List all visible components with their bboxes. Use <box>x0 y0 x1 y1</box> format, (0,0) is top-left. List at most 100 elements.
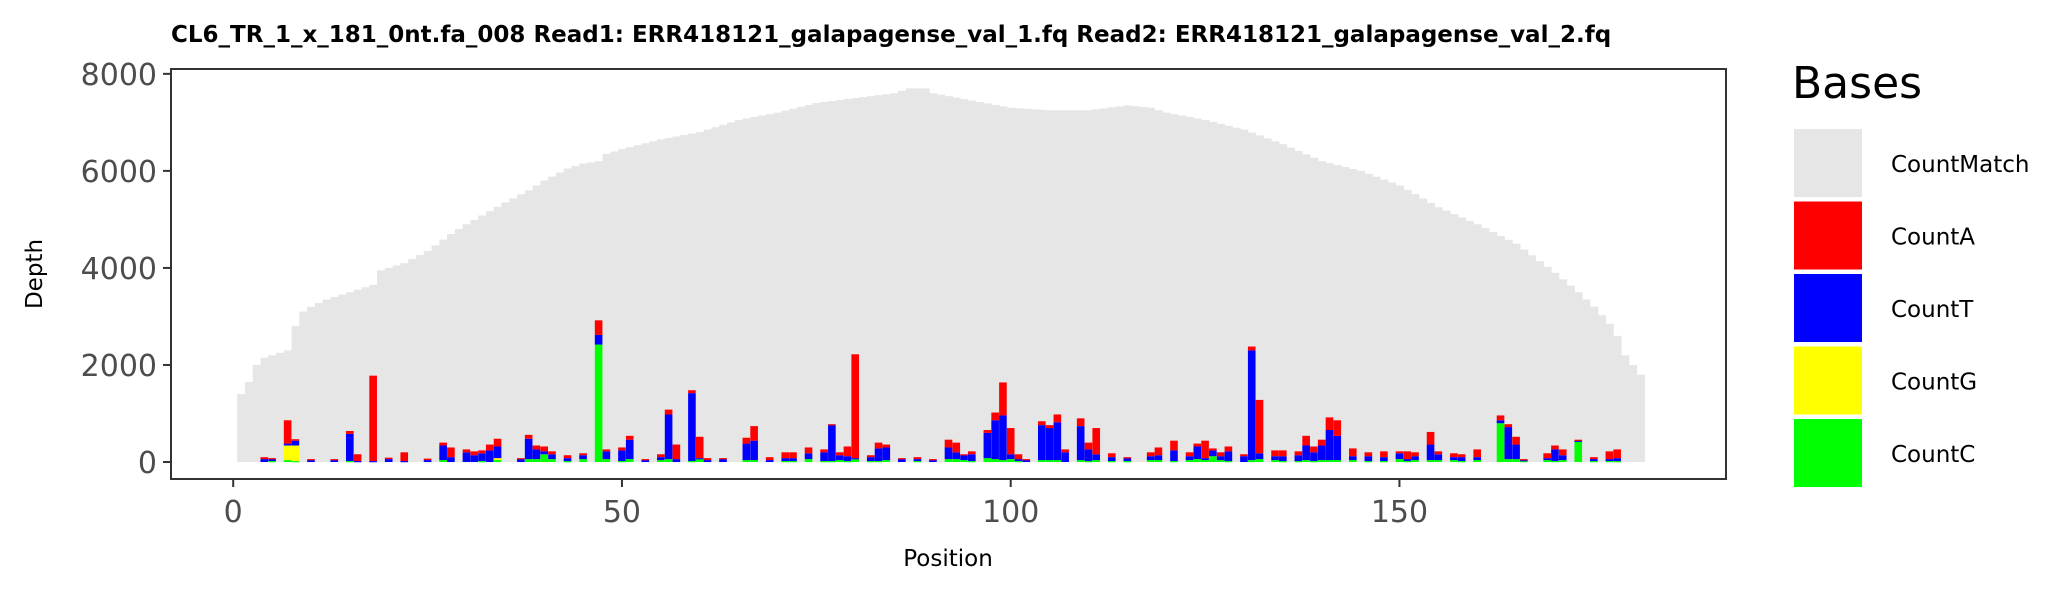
bar-segment-T <box>1294 455 1303 462</box>
bar-segment-T <box>594 334 603 345</box>
bar-segment-A <box>1271 450 1279 457</box>
bar-segment-T <box>882 447 891 461</box>
bar-segment-A <box>291 439 300 441</box>
match-bar <box>866 96 876 463</box>
bar-segment-T <box>1240 456 1248 463</box>
bar-segment-T <box>493 446 502 459</box>
bar-segment-C <box>1333 460 1342 463</box>
bar-segment-T <box>602 451 611 460</box>
bar-segment-A <box>1310 446 1318 453</box>
match-bar <box>1442 210 1451 463</box>
bar-segment-C <box>1076 460 1085 463</box>
match-bar <box>734 119 743 463</box>
bar-segment-T <box>400 461 409 463</box>
match-bar <box>1154 110 1163 463</box>
bar-segment-A <box>1240 454 1248 457</box>
match-bar <box>1411 194 1420 463</box>
bar-segment-C <box>602 459 611 463</box>
match-bar <box>384 267 394 463</box>
bar-segment-T <box>439 445 447 461</box>
match-bar <box>1092 109 1101 463</box>
bar-segment-T <box>999 415 1007 461</box>
bar-segment-T <box>1255 453 1264 460</box>
match-bar <box>322 299 331 463</box>
bar-segment-A <box>1450 453 1458 458</box>
bar-segment-A <box>820 449 828 453</box>
match-bar <box>1488 232 1498 463</box>
match-bar <box>1418 198 1428 463</box>
bar-segment-T <box>478 453 486 462</box>
bar-segment-C <box>866 461 875 463</box>
bar-segment-C <box>1185 460 1194 463</box>
mismatch-bars-layer <box>260 320 1621 463</box>
bar-segment-A <box>874 442 883 449</box>
bar-segment-C <box>618 461 626 463</box>
bar-segment-A <box>330 459 339 461</box>
match-bar <box>742 118 751 463</box>
match-bar <box>1201 119 1210 463</box>
bar-segment-T <box>1613 458 1621 462</box>
bar-segment-A <box>1403 451 1412 460</box>
bar-segment-T <box>695 458 704 460</box>
bar-segment-T <box>1543 458 1551 461</box>
bar-segment-C <box>1613 461 1621 463</box>
bar-segment-C <box>820 461 828 463</box>
bar-segment-A <box>1411 452 1419 457</box>
bar-segment-C <box>1014 461 1023 463</box>
bar-segment-A <box>478 450 486 454</box>
bar-segment-A <box>384 457 393 460</box>
match-bar <box>703 129 712 463</box>
match-bar <box>1286 147 1296 463</box>
bar-segment-T <box>369 461 377 463</box>
x-tick-label: 0 <box>224 495 243 530</box>
bar-segment-C <box>1403 461 1412 463</box>
bar-segment-A <box>1123 457 1132 459</box>
bar-segment-A <box>1302 435 1310 446</box>
match-bar <box>1240 129 1249 463</box>
bar-segment-T <box>983 432 992 459</box>
bar-segment-T <box>353 461 362 463</box>
bar-segment-T <box>1022 460 1031 463</box>
bar-segment-T <box>1146 456 1155 461</box>
bar-segment-T <box>719 459 727 463</box>
bar-segment-T <box>1426 444 1435 461</box>
bar-segment-A <box>1107 453 1116 458</box>
bar-segment-A <box>1294 451 1303 456</box>
bar-segment-A <box>1045 425 1054 429</box>
bar-segment-T <box>1411 456 1419 461</box>
match-bar <box>618 149 627 463</box>
bar-segment-T <box>563 458 572 462</box>
match-bar <box>1605 323 1614 463</box>
bar-segment-T <box>1279 456 1287 462</box>
bar-segment-A <box>1613 449 1621 459</box>
bar-segment-A <box>1053 414 1062 423</box>
bar-segment-A <box>1504 424 1513 428</box>
match-bar <box>1006 107 1016 463</box>
match-bar <box>276 352 285 463</box>
bar-segment-A <box>750 426 758 441</box>
match-bar <box>571 166 580 463</box>
match-bar <box>1628 364 1638 463</box>
bar-segment-A <box>688 390 696 394</box>
bar-segment-A <box>1605 451 1614 460</box>
match-bar <box>719 124 728 463</box>
match-bar <box>244 381 254 463</box>
bar-segment-C <box>781 461 790 463</box>
bar-segment-T <box>1504 427 1513 460</box>
bar-segment-A <box>1348 448 1357 457</box>
match-bar <box>1209 121 1218 463</box>
match-bar <box>346 292 355 463</box>
match-bar <box>781 110 790 463</box>
bar-segment-C <box>1170 461 1178 463</box>
bar-segment-C <box>1092 460 1101 463</box>
bar-segment-C <box>1504 459 1513 463</box>
match-bar <box>664 137 674 463</box>
bar-segment-T <box>1380 457 1388 462</box>
bar-segment-T <box>960 455 968 461</box>
bar-segment-T <box>1076 426 1085 461</box>
bar-segment-G <box>283 445 292 461</box>
match-bar <box>1496 235 1505 463</box>
match-bar <box>1014 108 1023 463</box>
match-bar <box>851 98 860 463</box>
bar-segment-A <box>423 458 432 461</box>
